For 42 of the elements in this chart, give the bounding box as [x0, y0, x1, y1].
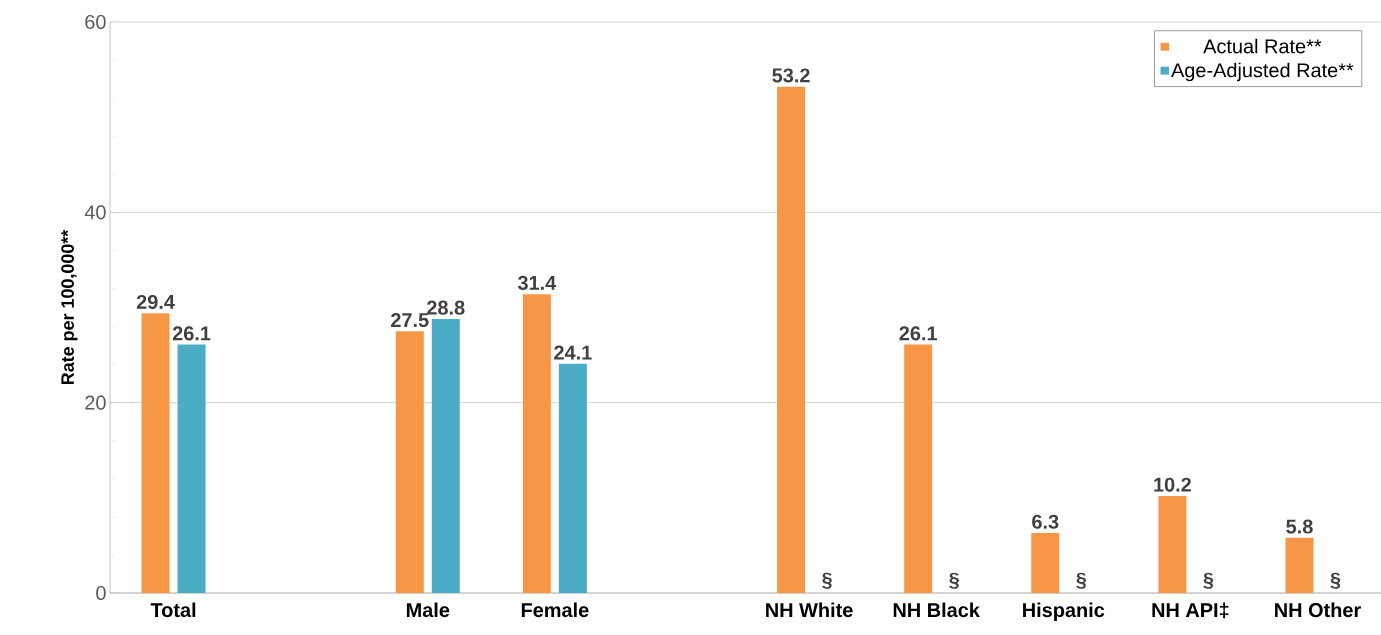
bar — [177, 344, 206, 593]
data-label: 26.1 — [172, 326, 211, 341]
y-tick-label: 40 — [84, 205, 106, 220]
bar — [558, 363, 587, 593]
data-label: 29.4 — [136, 294, 175, 309]
text: § — [1203, 572, 1214, 589]
x-tick-label: Total — [150, 602, 196, 618]
data-label: 24.1 — [554, 345, 592, 360]
data-label: 5.8 — [1286, 519, 1313, 534]
y-tick-label: 0 — [96, 585, 106, 601]
y-tick-label: 60 — [85, 14, 106, 30]
x-tick-label: NH Black — [893, 602, 980, 618]
y-tick-label: 20 — [85, 395, 106, 410]
bar — [522, 294, 551, 593]
bar — [1031, 533, 1060, 593]
bar — [395, 331, 424, 593]
bar — [904, 344, 933, 593]
text: § — [1330, 572, 1341, 589]
bar — [777, 86, 806, 593]
data-label: 53.2 — [772, 68, 810, 83]
legend-label: Actual Rate** — [1203, 38, 1322, 54]
data-label: 27.5 — [391, 312, 429, 328]
data-label: 31.4 — [517, 275, 557, 290]
text: § — [822, 572, 832, 589]
data-label: 26.1 — [899, 326, 938, 341]
data-label: 10.2 — [1154, 477, 1191, 492]
bar — [1285, 537, 1314, 593]
x-tick-label: Male — [406, 602, 450, 618]
data-label: 6.3 — [1032, 514, 1059, 529]
x-tick-label: Hispanic — [1023, 602, 1105, 622]
x-tick-label: Female — [521, 602, 589, 618]
legend-label: Age-Adjusted Rate** — [1171, 62, 1354, 82]
bar — [431, 318, 460, 593]
text: § — [949, 572, 959, 589]
bar — [141, 313, 170, 593]
x-tick-label: NH Other — [1275, 602, 1361, 618]
x-tick-label: NH White — [766, 602, 853, 618]
x-tick-label: NH API‡ — [1152, 602, 1229, 619]
text: § — [1076, 572, 1086, 589]
y-axis-title: Rate per 100,000** — [61, 229, 78, 385]
bar — [1158, 495, 1187, 593]
data-label: 28.8 — [427, 300, 465, 315]
